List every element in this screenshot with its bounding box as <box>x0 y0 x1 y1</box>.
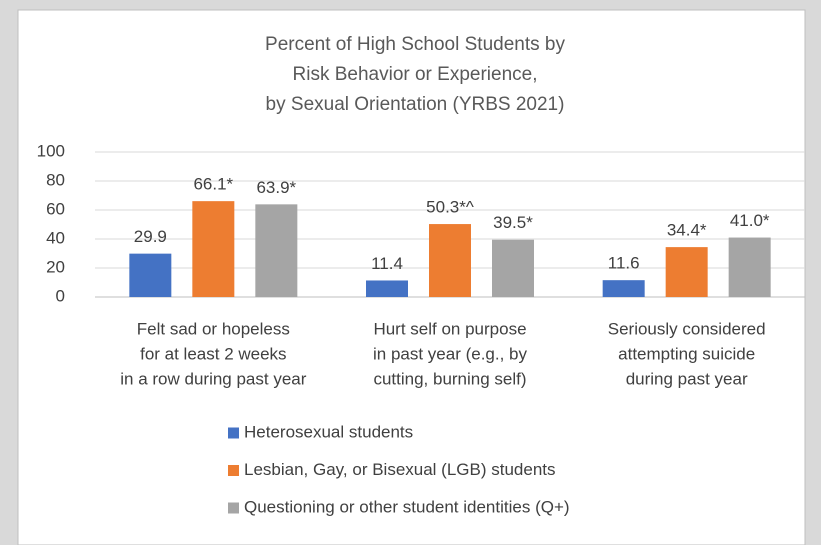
chart-title: Risk Behavior or Experience, <box>293 64 538 85</box>
legend-label: Lesbian, Gay, or Bisexual (LGB) students <box>244 460 556 479</box>
chart-title: Percent of High School Students by <box>265 34 565 55</box>
y-tick-label: 0 <box>56 286 65 305</box>
bar <box>665 247 708 297</box>
x-tick-label: Felt sad or hopeless <box>137 319 290 338</box>
y-tick-label: 80 <box>46 170 65 189</box>
data-label: 34.4* <box>667 221 707 240</box>
x-tick-label: cutting, burning self) <box>373 369 526 388</box>
data-label: 41.0* <box>730 211 770 230</box>
x-tick-label: in past year (e.g., by <box>373 344 528 363</box>
y-tick-label: 40 <box>46 228 65 247</box>
data-label: 29.9 <box>134 227 167 246</box>
data-label: 39.5* <box>493 213 533 232</box>
x-tick-label: for at least 2 weeks <box>140 344 286 363</box>
legend-label: Heterosexual students <box>244 422 413 441</box>
bar <box>492 239 534 297</box>
x-tick-label: Seriously considered <box>608 319 766 338</box>
y-tick-label: 20 <box>46 257 65 276</box>
legend-swatch <box>228 465 239 476</box>
bar <box>728 237 771 297</box>
data-label: 11.6 <box>608 254 640 273</box>
data-label: 50.3*^ <box>426 198 474 217</box>
chart-title: by Sexual Orientation (YRBS 2021) <box>266 94 565 115</box>
x-tick-label: during past year <box>626 369 748 388</box>
bar <box>429 224 471 297</box>
bar <box>192 201 235 297</box>
bar <box>129 253 172 297</box>
x-tick-label: attempting suicide <box>618 344 755 363</box>
x-tick-label: Hurt self on purpose <box>373 319 526 338</box>
data-label: 11.4 <box>371 254 403 273</box>
y-tick-label: 60 <box>46 199 65 218</box>
data-label: 63.9* <box>256 178 296 197</box>
data-label: 66.1* <box>193 175 233 194</box>
x-tick-label: in a row during past year <box>120 369 306 388</box>
legend-swatch <box>228 427 239 439</box>
legend-swatch <box>228 502 239 514</box>
legend-label: Questioning or other student identities … <box>244 497 570 516</box>
bar <box>602 280 645 297</box>
y-tick-label: 100 <box>37 141 65 160</box>
bar <box>255 204 298 297</box>
bar <box>366 280 408 297</box>
